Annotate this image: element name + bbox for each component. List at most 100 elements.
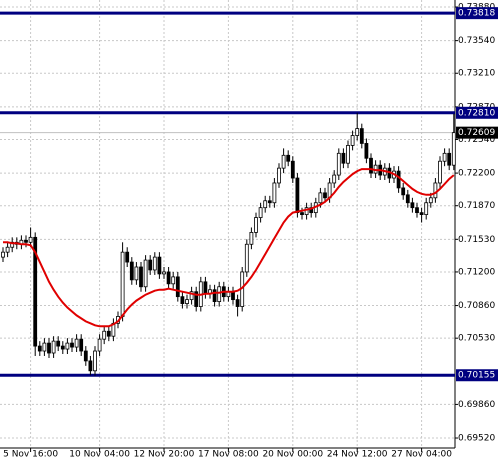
candle-body — [1, 251, 5, 258]
y-tick-label: 0.71200 — [458, 267, 495, 277]
candle-body — [286, 154, 291, 162]
candle-body — [267, 200, 272, 204]
candle-body — [120, 251, 125, 317]
candle-body — [70, 342, 74, 348]
candle-body — [212, 289, 217, 302]
candle-body — [217, 286, 222, 302]
level-label: 0.70155 — [458, 371, 495, 381]
candle-body — [433, 182, 438, 199]
candle-body — [102, 330, 107, 340]
x-tick-label: 20 Nov 00:00 — [262, 450, 323, 460]
candle-body — [318, 192, 323, 204]
level-label: 0.73818 — [458, 9, 495, 19]
candle-body — [369, 157, 373, 174]
candle-body — [185, 299, 189, 304]
x-tick-label: 24 Nov 12:00 — [327, 450, 388, 460]
candle-body — [97, 338, 102, 352]
candle-body — [203, 281, 208, 295]
candle-body — [290, 160, 295, 179]
candle-body — [180, 296, 185, 304]
y-tick-label: 0.72200 — [458, 169, 495, 179]
candle-body — [152, 256, 157, 271]
candle-body — [65, 342, 70, 350]
candle-body — [438, 160, 442, 184]
candle-body — [28, 236, 33, 243]
candle-body — [336, 152, 341, 176]
candle-body — [410, 202, 415, 209]
moving-average — [3, 168, 455, 328]
candle-body — [244, 243, 249, 273]
candle-body — [51, 340, 56, 354]
y-tick-label: 0.73210 — [458, 69, 495, 79]
candle-body — [359, 128, 364, 144]
candle-body — [60, 345, 65, 350]
candle-body — [134, 266, 139, 281]
candle-body — [47, 342, 51, 354]
candle-body — [281, 154, 286, 169]
candle-body — [263, 200, 268, 209]
candle-body — [346, 145, 350, 164]
y-tick-label: 0.71530 — [458, 235, 495, 245]
candle-body — [171, 276, 176, 285]
y-tick-label: 0.72540 — [458, 135, 495, 145]
candle-body — [139, 266, 143, 288]
candle-body — [277, 167, 281, 184]
y-tick-label: 0.70860 — [458, 301, 495, 311]
candle-body — [194, 291, 199, 307]
candle-body — [24, 239, 28, 243]
level-box — [456, 7, 498, 20]
y-tick-label: 0.70530 — [458, 334, 495, 344]
candle-body — [129, 261, 134, 281]
candle-body — [93, 350, 97, 372]
candle-body — [166, 271, 171, 285]
candle-body — [148, 259, 153, 271]
candle-body — [235, 299, 240, 307]
candle-body — [74, 338, 79, 348]
x-tick-label: 17 Nov 08:00 — [198, 450, 259, 460]
candle-body — [157, 256, 162, 275]
x-tick-label: 5 Nov 16:00 — [3, 450, 58, 460]
candle-body — [56, 340, 61, 347]
candle-body — [419, 212, 424, 216]
current-price-box — [456, 126, 498, 139]
candle-body — [396, 170, 401, 189]
candle-body — [350, 135, 355, 146]
candle-body — [249, 232, 254, 245]
candle-body — [332, 174, 337, 184]
candle-body — [88, 360, 93, 372]
level-box — [456, 106, 498, 119]
x-tick-label: 10 Nov 04:00 — [69, 450, 130, 460]
candle-body — [272, 182, 277, 204]
level-label: 0.72810 — [458, 108, 495, 118]
candle-body — [447, 152, 452, 166]
candle-body — [175, 276, 180, 298]
candle-body — [401, 187, 406, 196]
candle-body — [258, 207, 263, 218]
candle-body — [295, 177, 300, 214]
candle-body — [189, 291, 194, 301]
candle-body — [162, 271, 166, 275]
candle-body — [300, 212, 304, 216]
candle-body — [428, 197, 433, 204]
candle-body — [231, 291, 235, 301]
x-tick-label: 12 Nov 20:00 — [134, 450, 195, 460]
x-tick-label: 27 Nov 04:00 — [391, 450, 452, 460]
candle-body — [355, 128, 360, 136]
candle-body — [125, 251, 130, 263]
candle-body — [405, 194, 410, 204]
y-tick-label: 0.71870 — [458, 201, 495, 211]
candle-body — [364, 143, 369, 159]
candle-body — [33, 236, 38, 347]
candle-body — [304, 207, 309, 216]
level-box — [456, 369, 498, 382]
candle-body — [424, 202, 429, 216]
current-price-label: 0.72609 — [458, 128, 495, 138]
y-tick-label: 0.73540 — [458, 36, 495, 46]
candle-body — [79, 338, 84, 352]
candle-body — [341, 152, 346, 164]
candle-body — [323, 192, 327, 199]
y-tick-label: 0.69860 — [458, 400, 495, 410]
candle-body — [106, 330, 111, 337]
